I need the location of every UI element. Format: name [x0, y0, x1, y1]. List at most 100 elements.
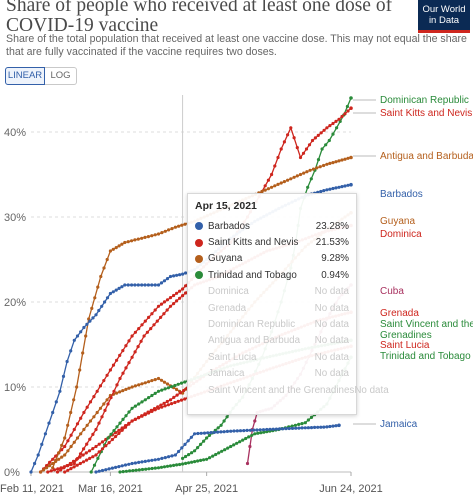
series-point [160, 231, 164, 235]
series-point [184, 454, 188, 459]
end-label[interactable]: Guyana [380, 216, 415, 227]
series-point [54, 400, 58, 404]
chart-axes: 0% 10% 20% 30% 40% Feb 11, 2021 Mar 16, 2021 Ap… [0, 95, 383, 495]
series-point [95, 410, 99, 415]
owid-logo[interactable]: Our World in Data [418, 0, 470, 33]
series-point [93, 296, 97, 300]
series-point [165, 382, 170, 386]
series-point [334, 160, 338, 164]
series-point [57, 457, 61, 461]
series-point [319, 189, 323, 194]
series-point [190, 460, 194, 464]
end-label[interactable]: Cuba [380, 286, 404, 297]
series-point [137, 468, 141, 472]
end-label[interactable]: Dominican Republic [380, 95, 469, 106]
series-point [140, 414, 144, 418]
series-point [284, 427, 288, 431]
series-point [88, 419, 93, 423]
end-label[interactable]: Trinidad and Tobago [380, 351, 471, 362]
series-point [250, 433, 254, 437]
series-point [137, 460, 141, 464]
series-point [136, 283, 140, 287]
series-point [178, 289, 182, 293]
series-point [108, 368, 112, 372]
series-point [177, 449, 181, 454]
end-label[interactable]: Grenada [380, 308, 419, 319]
series-point [146, 283, 150, 287]
series-point [172, 302, 176, 306]
series-point [57, 451, 61, 455]
series-point [290, 426, 295, 430]
series-point [58, 389, 62, 393]
tooltip-series-name: Saint Lucia [208, 351, 257, 363]
end-label[interactable]: Barbados [380, 189, 423, 200]
series-point [63, 470, 67, 474]
series-point [286, 178, 290, 182]
series-point [140, 467, 145, 472]
end-label[interactable]: Saint Vincent and the [380, 319, 473, 330]
series-point [106, 436, 110, 440]
series-point [163, 456, 167, 460]
series-point [103, 408, 107, 412]
series-point [242, 429, 246, 433]
linear-scale-button[interactable]: LINEAR [5, 67, 45, 85]
series-point [115, 383, 119, 387]
series-point [137, 383, 141, 387]
series-point [252, 428, 256, 432]
series-point [248, 444, 252, 449]
series-point [130, 461, 134, 466]
series-point [315, 166, 319, 170]
log-scale-button[interactable]: LOG [45, 67, 77, 85]
series-point [43, 432, 48, 436]
series-point [302, 171, 306, 175]
series-point [273, 184, 277, 188]
end-label[interactable]: Grenadines [380, 330, 432, 341]
end-label[interactable]: Jamaica [380, 419, 418, 430]
series-point [97, 421, 101, 425]
series-point [306, 426, 310, 430]
series-point [211, 454, 215, 458]
series-point [308, 168, 312, 172]
series-point [143, 398, 147, 402]
series-point [334, 119, 338, 123]
series-point [115, 425, 119, 429]
series-point [172, 395, 176, 399]
series-point [238, 440, 242, 444]
series-point [69, 433, 73, 437]
series-point [175, 463, 179, 467]
series-point [268, 427, 272, 431]
series-point [322, 163, 326, 168]
series-point [120, 242, 124, 246]
series-point [349, 155, 353, 160]
series-point [97, 450, 101, 454]
series-point [245, 461, 250, 466]
series-point [316, 133, 320, 137]
series-point [181, 456, 185, 460]
series-point [72, 427, 76, 432]
series-point [105, 257, 109, 262]
series-point [49, 469, 53, 473]
end-label[interactable]: Antigua and Barbuda [380, 151, 473, 162]
series-point [172, 293, 176, 298]
series-point [349, 96, 353, 100]
series-point [162, 300, 167, 304]
end-label[interactable]: Saint Lucia [380, 340, 430, 351]
series-jamaica[interactable] [94, 423, 341, 474]
series-point [206, 431, 210, 435]
series-point [294, 426, 298, 430]
series-point [184, 291, 188, 295]
series-point [140, 400, 144, 404]
series-point [69, 467, 73, 471]
series-point [112, 389, 116, 393]
end-label[interactable]: Saint Kitts and Nevis [380, 108, 472, 119]
end-label[interactable]: Dominica [380, 229, 422, 240]
series-point [117, 244, 121, 248]
series-point [117, 428, 121, 432]
series-point [241, 438, 245, 442]
series-point [117, 465, 121, 469]
series-point [176, 399, 180, 403]
series-point [306, 418, 310, 422]
series-point [147, 396, 151, 400]
series-point [199, 442, 203, 446]
